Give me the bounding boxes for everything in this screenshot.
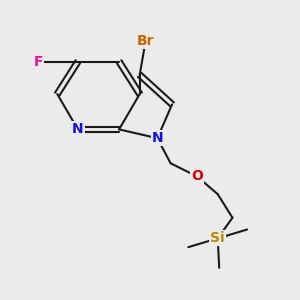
Text: N: N (72, 122, 84, 136)
Text: N: N (152, 131, 163, 145)
Text: F: F (33, 55, 43, 69)
Text: O: O (191, 169, 203, 184)
Text: Si: Si (210, 231, 225, 245)
Text: Br: Br (137, 34, 154, 48)
